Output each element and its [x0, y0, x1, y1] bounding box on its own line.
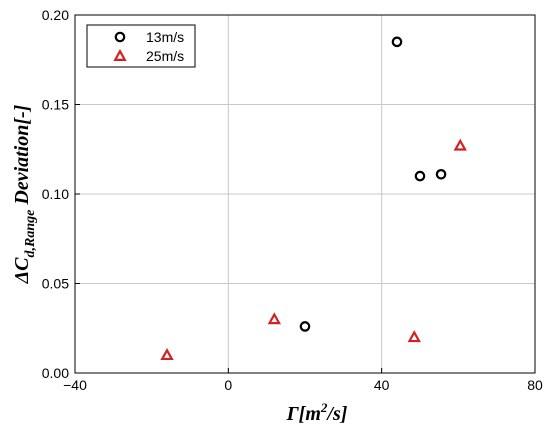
- x-axis-title: Γ[m2/s]: [286, 400, 348, 425]
- y-tick-label: 0.10: [42, 186, 69, 202]
- legend-marker: [114, 31, 126, 43]
- y-axis-title: ΔCd,Range Deviation[-]: [11, 104, 38, 284]
- series-2: [160, 138, 467, 361]
- y-tick-label: 0.00: [42, 365, 69, 381]
- data-point: [160, 348, 174, 361]
- legend-box: [86, 24, 196, 68]
- legend: 13m/s 25m/s: [86, 24, 196, 68]
- grid: [75, 15, 535, 373]
- y-tick-label: 0.05: [42, 276, 69, 292]
- y-tick-label: 0.20: [42, 7, 69, 23]
- data-point: [267, 312, 282, 325]
- data-point: [435, 169, 447, 180]
- legend-label: 25m/s: [146, 48, 184, 64]
- legend-label: 13m/s: [146, 29, 184, 45]
- x-tick-label: 0: [224, 377, 232, 393]
- axis-ticks: −40 0 40 80 0.00 0.05 0.10 0.15 0.20: [42, 7, 543, 393]
- data-point: [391, 36, 403, 48]
- legend-marker: [113, 48, 127, 61]
- data-points: [160, 36, 467, 361]
- y-tick-label: 0.15: [42, 97, 69, 113]
- series-1: [299, 36, 447, 332]
- data-point: [407, 330, 421, 343]
- data-point: [299, 321, 311, 332]
- x-tick-label: −40: [63, 377, 87, 393]
- data-point: [414, 170, 426, 182]
- x-tick-label: 40: [374, 377, 390, 393]
- data-point: [453, 138, 467, 151]
- x-tick-label: 80: [527, 377, 543, 393]
